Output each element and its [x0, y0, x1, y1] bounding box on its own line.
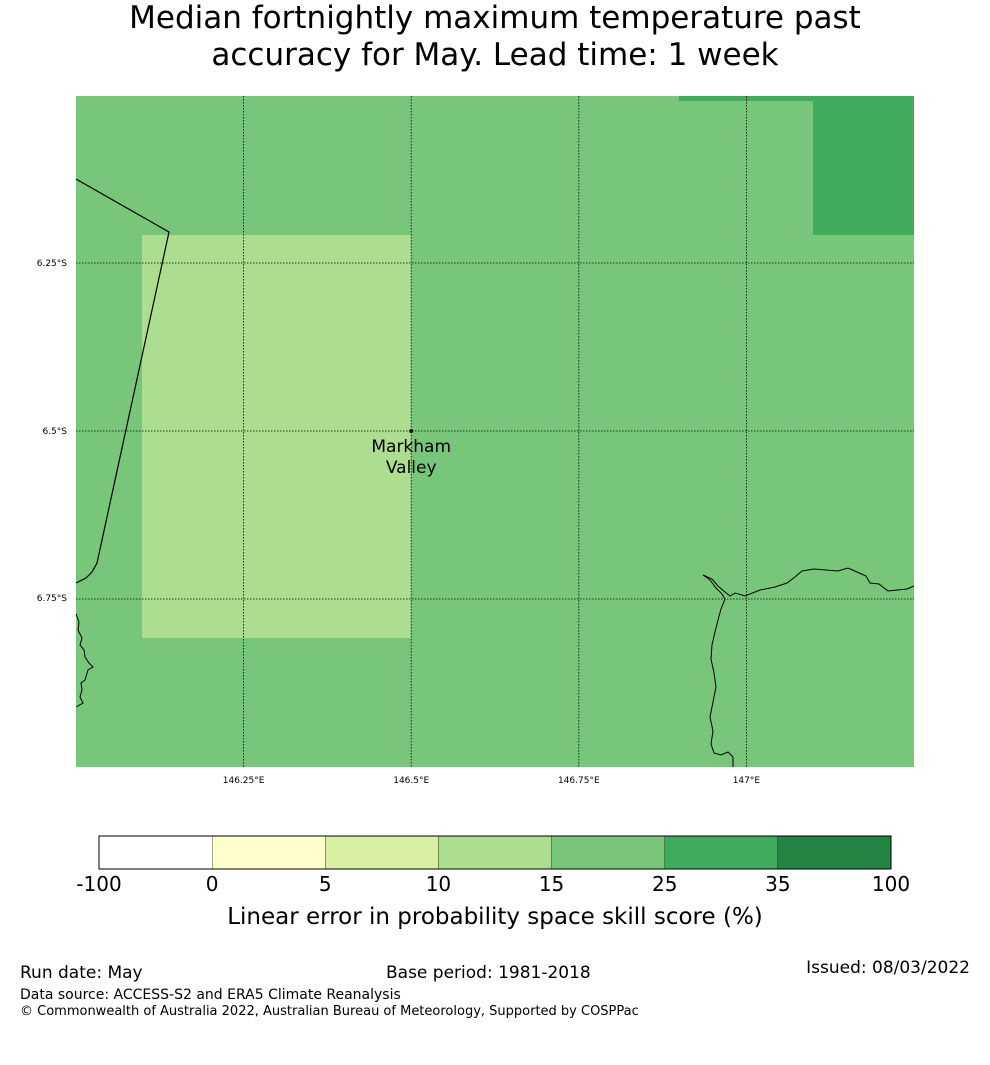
- issued-date: Issued: 08/03/2022: [806, 958, 970, 978]
- colorbar-tick-0: -100: [76, 872, 121, 896]
- skill-region-north-east-corner: [813, 96, 914, 235]
- lon-label-146-75: 146.75°E: [558, 776, 600, 786]
- colorbar-label: Linear error in probability space skill …: [227, 904, 763, 930]
- colorbar-bin-2: [212, 836, 325, 869]
- colorbar-bin-4: [438, 836, 551, 869]
- map-panel: Markham Valley 146.25°E 146.5°E 146.75°E…: [37, 96, 914, 786]
- colorbar-tick-4: 15: [539, 872, 564, 896]
- colorbar-tick-2: 5: [319, 872, 332, 896]
- colorbar-bin-7: [778, 836, 891, 869]
- run-date: Run date: May: [20, 963, 143, 983]
- colorbar-tick-3: 10: [426, 872, 451, 896]
- copyright: © Commonwealth of Australia 2022, Austra…: [20, 1004, 639, 1019]
- colorbar-bin-5: [552, 836, 665, 869]
- lat-label-6-25: 6.25°S: [37, 259, 68, 269]
- colorbar-tick-6: 35: [765, 872, 790, 896]
- base-period: Base period: 1981-2018: [386, 963, 591, 983]
- location-name-line-2: Valley: [386, 458, 437, 478]
- colorbar-tick-5: 25: [652, 872, 677, 896]
- lat-label-6-5: 6.5°S: [42, 427, 67, 437]
- lon-label-146-5: 146.5°E: [393, 776, 429, 786]
- lon-label-147: 147°E: [733, 776, 761, 786]
- colorbar-tick-1: 0: [206, 872, 219, 896]
- colorbar-bin-1: [99, 836, 212, 869]
- data-source: Data source: ACCESS-S2 and ERA5 Climate …: [20, 987, 401, 1003]
- lat-label-6-75: 6.75°S: [37, 594, 68, 604]
- colorbar-bin-6: [665, 836, 778, 869]
- colorbar-bin-3: [325, 836, 438, 869]
- location-name-line-1: Markham: [371, 437, 451, 457]
- lon-label-146-25: 146.25°E: [223, 776, 265, 786]
- location-marker: [409, 429, 413, 433]
- colorbar-tick-7: 100: [872, 872, 910, 896]
- colorbar: -100 0 5 10 15 25 35 100 Linear error in…: [76, 836, 910, 930]
